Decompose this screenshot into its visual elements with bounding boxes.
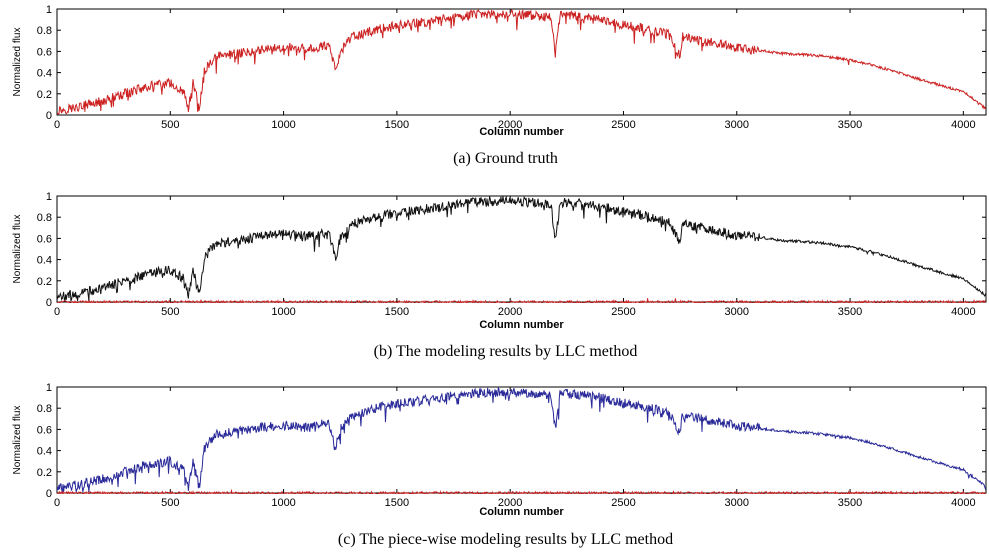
y-tick-label: 0.2 xyxy=(37,276,52,288)
y-tick-label: 1 xyxy=(46,4,52,16)
x-tick-label: 4000 xyxy=(951,306,975,318)
y-tick-label: 0.8 xyxy=(37,403,52,415)
y-axis-title: Normalized flux xyxy=(12,406,23,475)
series-line-residual xyxy=(57,298,986,303)
x-tick-label: 1000 xyxy=(271,306,295,318)
y-tick-label: 0 xyxy=(46,110,52,122)
x-tick-label: 4000 xyxy=(951,497,975,509)
subplot-c: 0 500 1000 1500 2000 2500 3000 3500 4000 0 0.2 0.4 0… xyxy=(12,382,987,548)
x-tick-label: 500 xyxy=(161,119,179,131)
plot-frame xyxy=(56,8,987,116)
y-tick-label: 0 xyxy=(46,297,52,309)
y-tick-label: 0.2 xyxy=(37,89,52,101)
x-tick-label: 0 xyxy=(54,497,60,509)
subplot-caption: (a) Ground truth xyxy=(453,150,558,167)
x-axis-title: Column number xyxy=(479,319,564,331)
x-tick-label: 3000 xyxy=(725,497,749,509)
x-tick-label: 0 xyxy=(54,306,60,318)
series-line-spectrum xyxy=(57,195,986,303)
x-tick-label: 0 xyxy=(54,119,60,131)
subplot-caption: (c) The piece-wise modeling results by L… xyxy=(338,531,673,548)
x-tick-label: 500 xyxy=(161,306,179,318)
x-axis-title: Column number xyxy=(479,506,564,518)
x-tick-label: 3500 xyxy=(838,119,862,131)
x-tick-label: 3000 xyxy=(725,306,749,318)
y-tick-label: 0.8 xyxy=(37,25,52,37)
y-axis-title: Normalized flux xyxy=(12,215,23,284)
x-tick-label: 3500 xyxy=(838,306,862,318)
x-tick-label: 2000 xyxy=(498,119,522,131)
series-line-spectrum xyxy=(57,386,986,493)
y-tick-label: 0.6 xyxy=(37,46,52,58)
x-tick-label: 1500 xyxy=(385,306,409,318)
y-tick-label: 1 xyxy=(46,191,52,203)
x-tick-label: 3000 xyxy=(725,119,749,131)
y-tick-label: 0.8 xyxy=(37,212,52,224)
x-tick-label: 1500 xyxy=(385,497,409,509)
x-tick-label: 2000 xyxy=(498,306,522,318)
x-tick-label: 1000 xyxy=(271,497,295,509)
x-tick-label: 1000 xyxy=(271,119,295,131)
subplot-a: 0 500 1000 1500 2000 2500 3000 3500 4000 0 0.2 0.4 0… xyxy=(12,4,987,167)
y-tick-label: 0 xyxy=(46,488,52,500)
x-tick-label: 2000 xyxy=(498,497,522,509)
y-tick-label: 0.6 xyxy=(37,233,52,245)
y-tick-label: 0.4 xyxy=(37,255,52,267)
series-line-spectrum xyxy=(57,8,986,115)
subplot-caption: (b) The modeling results by LLC method xyxy=(374,343,638,360)
x-tick-label: 2500 xyxy=(611,119,635,131)
x-tick-label: 3500 xyxy=(838,497,862,509)
x-tick-label: 1500 xyxy=(385,119,409,131)
y-tick-label: 0.6 xyxy=(37,424,52,436)
x-tick-label: 4000 xyxy=(951,119,975,131)
x-tick-label: 2500 xyxy=(611,306,635,318)
series-line-residual xyxy=(57,488,986,494)
y-tick-label: 1 xyxy=(46,382,52,394)
y-tick-label: 0.2 xyxy=(37,467,52,479)
y-axis-title: Normalized flux xyxy=(12,28,23,97)
x-axis-title: Column number xyxy=(479,126,564,138)
y-tick-label: 0.4 xyxy=(37,68,52,80)
y-tick-label: 0.4 xyxy=(37,446,52,458)
x-tick-label: 2500 xyxy=(611,497,635,509)
x-tick-label: 500 xyxy=(161,497,179,509)
subplot-b: 0 500 1000 1500 2000 2500 3000 3500 4000 0 0.2 0.4 0… xyxy=(12,191,987,360)
